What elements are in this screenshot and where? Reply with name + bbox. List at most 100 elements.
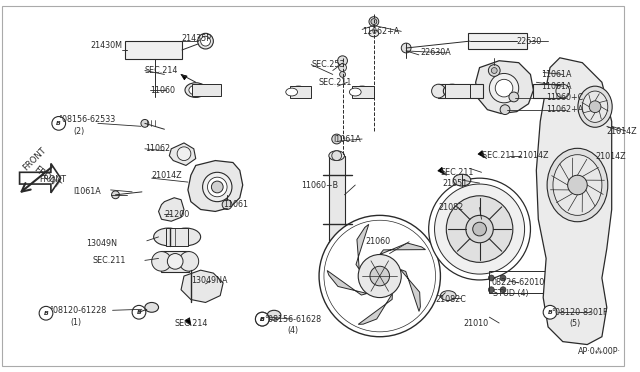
Text: 21082C: 21082C (436, 295, 467, 304)
Ellipse shape (329, 151, 344, 161)
Bar (161, 251, 189, 272)
Ellipse shape (329, 239, 344, 248)
Text: 21014Z: 21014Z (595, 152, 626, 161)
Circle shape (111, 191, 120, 199)
Ellipse shape (444, 84, 461, 98)
Circle shape (500, 287, 506, 293)
Circle shape (319, 215, 440, 337)
Text: AP·0⁂00P·: AP·0⁂00P· (577, 347, 620, 356)
Circle shape (369, 17, 379, 26)
Ellipse shape (431, 84, 445, 98)
Bar (329, 155, 344, 244)
Bar (438, 84, 483, 98)
Polygon shape (159, 198, 184, 221)
Text: I1061A: I1061A (333, 135, 360, 144)
Bar (490, 271, 556, 293)
Text: FRONT: FRONT (39, 174, 66, 184)
Circle shape (141, 119, 148, 127)
Circle shape (446, 196, 513, 262)
Text: 11060+C: 11060+C (546, 93, 584, 102)
Circle shape (435, 184, 525, 274)
Text: 11062+A: 11062+A (546, 105, 584, 114)
Text: 13049N: 13049N (86, 239, 117, 248)
Text: 22630A: 22630A (421, 48, 452, 57)
Text: B: B (56, 121, 61, 126)
Text: °08156-62533: °08156-62533 (59, 115, 116, 124)
Ellipse shape (145, 302, 159, 312)
Ellipse shape (453, 174, 471, 186)
Bar (290, 86, 311, 98)
Text: 08226-62010: 08226-62010 (492, 278, 545, 288)
Text: 11061A: 11061A (541, 70, 572, 79)
Ellipse shape (267, 310, 281, 320)
Text: I1061A: I1061A (74, 187, 101, 196)
Text: SEC.211: SEC.211 (318, 78, 351, 87)
Ellipse shape (177, 147, 191, 161)
Bar (468, 33, 527, 49)
Bar (125, 41, 182, 59)
Circle shape (324, 220, 436, 332)
Circle shape (466, 215, 493, 243)
Text: 21435P: 21435P (181, 34, 211, 43)
Text: 11062: 11062 (145, 144, 170, 153)
Text: 21200: 21200 (164, 210, 189, 219)
Text: (5): (5) (570, 320, 581, 328)
Circle shape (371, 19, 377, 25)
Circle shape (488, 275, 494, 281)
Ellipse shape (444, 86, 455, 96)
Text: 21014Z: 21014Z (152, 171, 182, 180)
Polygon shape (400, 269, 420, 311)
Text: 13049NA: 13049NA (191, 276, 227, 285)
Circle shape (255, 312, 269, 326)
Text: B: B (44, 311, 49, 316)
Ellipse shape (203, 172, 232, 202)
Text: °08156-61628: °08156-61628 (264, 315, 321, 324)
Circle shape (509, 92, 518, 102)
Circle shape (543, 305, 557, 319)
Text: 11061: 11061 (223, 200, 248, 209)
Ellipse shape (553, 155, 602, 215)
Text: B: B (260, 317, 265, 322)
Circle shape (401, 43, 411, 53)
Circle shape (500, 275, 506, 281)
Text: 21430M: 21430M (90, 41, 122, 49)
Polygon shape (188, 161, 243, 211)
Polygon shape (380, 243, 426, 254)
Circle shape (568, 175, 588, 195)
Bar (166, 228, 188, 246)
Polygon shape (478, 151, 484, 158)
Ellipse shape (440, 291, 456, 301)
Circle shape (340, 71, 346, 77)
Text: B: B (260, 317, 265, 322)
Polygon shape (438, 167, 444, 174)
Ellipse shape (179, 251, 198, 271)
Text: SEC.214: SEC.214 (145, 66, 178, 75)
Circle shape (429, 178, 531, 280)
Text: B: B (548, 310, 552, 315)
Text: 11060+B: 11060+B (301, 180, 339, 189)
Text: 21051: 21051 (442, 179, 468, 187)
Polygon shape (170, 143, 196, 166)
Circle shape (255, 312, 269, 326)
Ellipse shape (154, 228, 183, 246)
Text: (4): (4) (288, 326, 299, 335)
Text: SEC.211: SEC.211 (93, 256, 126, 265)
Circle shape (198, 33, 213, 49)
Circle shape (332, 151, 342, 161)
Ellipse shape (490, 73, 518, 103)
Circle shape (500, 105, 510, 115)
Ellipse shape (152, 251, 172, 271)
Circle shape (488, 65, 500, 76)
Text: FRONT: FRONT (31, 165, 61, 191)
Circle shape (488, 287, 494, 293)
Text: 21014Z: 21014Z (607, 127, 637, 136)
Circle shape (370, 266, 390, 286)
Circle shape (200, 36, 211, 46)
Ellipse shape (189, 85, 203, 95)
Text: FRONT: FRONT (21, 145, 48, 172)
Circle shape (222, 200, 232, 209)
Text: 11060: 11060 (150, 86, 175, 94)
Polygon shape (20, 163, 61, 193)
Ellipse shape (172, 228, 200, 246)
Circle shape (589, 101, 601, 113)
